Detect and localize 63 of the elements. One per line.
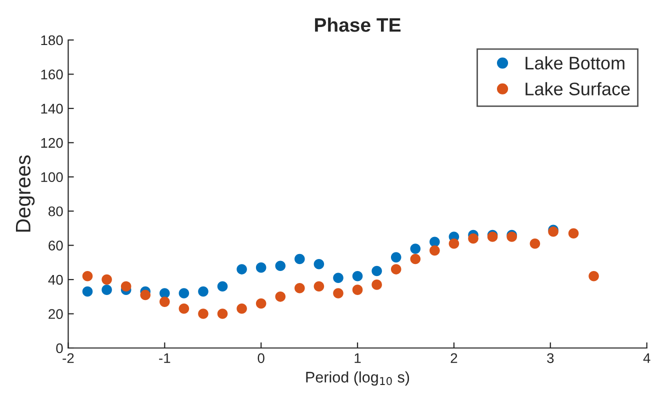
point	[530, 238, 540, 249]
point	[102, 274, 112, 285]
x-tick-label: 3	[547, 353, 554, 364]
x-tick-label: 0	[258, 353, 264, 364]
point	[410, 244, 421, 254]
point	[294, 282, 305, 294]
y-axis-title: Degrees	[16, 155, 35, 232]
point	[102, 284, 112, 295]
y-tick-label: 160	[41, 70, 63, 80]
y-tick-label: 40	[48, 274, 63, 285]
y-tick-label: 80	[48, 206, 63, 216]
point	[410, 254, 421, 264]
point	[236, 303, 247, 314]
x-tick-label: -1	[159, 353, 170, 363]
point	[430, 245, 440, 256]
legend-label: Lake Surface	[526, 82, 630, 96]
point	[198, 308, 208, 319]
point	[275, 260, 286, 272]
point	[390, 252, 402, 262]
point	[275, 292, 286, 302]
point	[82, 270, 93, 282]
point	[333, 272, 344, 283]
chart-title: Phase TE	[315, 18, 401, 32]
y-tick-label: 0	[56, 343, 63, 354]
y-tick-label: 120	[41, 138, 63, 148]
point	[568, 228, 579, 239]
y-tick-label: 60	[48, 240, 63, 251]
point	[352, 270, 363, 282]
point	[468, 233, 478, 244]
y-tick-label: 100	[41, 172, 63, 182]
point	[178, 288, 190, 298]
point	[82, 286, 93, 297]
point	[217, 308, 228, 319]
point	[256, 262, 266, 273]
point	[333, 288, 344, 298]
point	[314, 259, 324, 270]
point	[217, 281, 228, 292]
point	[256, 298, 266, 309]
point	[390, 264, 402, 274]
y-tick-label: 180	[41, 35, 63, 46]
x-tick-label: -2	[62, 353, 74, 363]
point	[448, 238, 460, 249]
point	[178, 303, 190, 314]
x-tick-label: 2	[450, 353, 458, 363]
point	[198, 286, 208, 297]
point	[236, 264, 247, 274]
point	[588, 270, 599, 282]
point	[430, 236, 440, 248]
point	[372, 266, 382, 276]
point	[372, 280, 382, 290]
point	[294, 254, 305, 264]
y-tick-label: 140	[41, 104, 63, 114]
point	[120, 281, 132, 292]
x-axis-title: Period (log$_{10}$ s)	[306, 371, 410, 386]
point	[140, 290, 151, 300]
x-tick-label: 4	[643, 353, 650, 363]
y-tick-label: 20	[48, 309, 63, 319]
x-tick-label: 1	[354, 353, 361, 363]
legend-label: Lake Bottom	[526, 56, 624, 70]
point	[352, 284, 363, 295]
point	[314, 281, 324, 292]
point	[160, 288, 170, 298]
point	[160, 296, 170, 307]
